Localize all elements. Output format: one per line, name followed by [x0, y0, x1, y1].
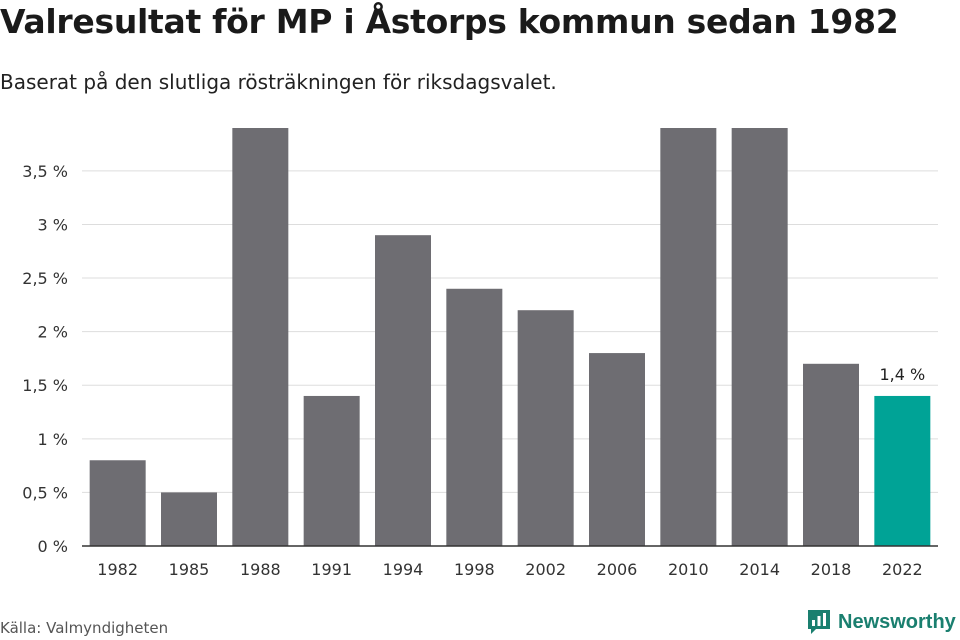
bar-2002: [517, 310, 574, 546]
data-labels: 1,4 %: [879, 365, 925, 384]
x-tick-label: 1988: [240, 560, 281, 579]
newsworthy-logo: Newsworthy: [806, 608, 956, 636]
x-tick-label: 2006: [597, 560, 638, 579]
bar-1994: [375, 235, 431, 546]
bar-2006: [589, 353, 645, 546]
newsworthy-logo-text: Newsworthy: [838, 610, 956, 633]
bar-1991: [303, 395, 360, 546]
x-tick-label: 1991: [311, 560, 352, 579]
chart-title: Valresultat för MP i Åstorps kommun seda…: [0, 2, 899, 41]
y-tick-label: 3,5 %: [22, 162, 68, 181]
y-tick-label: 0 %: [38, 537, 68, 556]
bar-value-label: 1,4 %: [879, 365, 925, 384]
y-tick-label: 1 %: [38, 430, 68, 449]
x-tick-label: 1982: [97, 560, 138, 579]
x-tick-label: 2010: [668, 560, 709, 579]
bar-2018: [803, 363, 859, 546]
x-tick-label: 2014: [739, 560, 780, 579]
x-tick-label: 2018: [811, 560, 852, 579]
y-tick-label: 1,5 %: [22, 376, 68, 395]
bar-2022: [874, 395, 931, 546]
y-tick-label: 2,5 %: [22, 269, 68, 288]
x-tick-label: 2002: [525, 560, 566, 579]
x-tick-label: 1994: [383, 560, 424, 579]
y-tick-label: 0,5 %: [22, 483, 68, 502]
bar-chart: 0 %0,5 %1 %1,5 %2 %2,5 %3 %3,5 % 1982 198…: [22, 128, 938, 579]
x-tick-label: 2022: [882, 560, 923, 579]
y-tick-label: 2 %: [38, 323, 68, 342]
bars: [89, 128, 931, 546]
gridlines: [82, 170, 938, 493]
chart-subtitle: Baserat på den slutliga rösträkningen fö…: [0, 70, 557, 94]
x-tick-label: 1985: [169, 560, 210, 579]
bar-1982: [89, 460, 146, 546]
bar-1985: [161, 492, 217, 546]
newsworthy-logo-icon: [808, 610, 830, 634]
x-tick-label: 1998: [454, 560, 495, 579]
bar-1998: [446, 288, 503, 546]
source-note: Källa: Valmyndigheten: [0, 619, 169, 637]
bar-1988: [232, 128, 289, 546]
bar-2014: [731, 128, 788, 546]
bar-2010: [660, 128, 717, 546]
x-axis-ticks: 1982 1985 1988 1991 1994 1998 2002 2006 2010 2014…: [97, 560, 922, 579]
y-tick-label: 3 %: [38, 215, 68, 234]
y-axis-ticks: 0 % 0,5 % 1 % 1,5 % 2 % 2,5 % 3 % 3,5 %: [22, 162, 68, 556]
